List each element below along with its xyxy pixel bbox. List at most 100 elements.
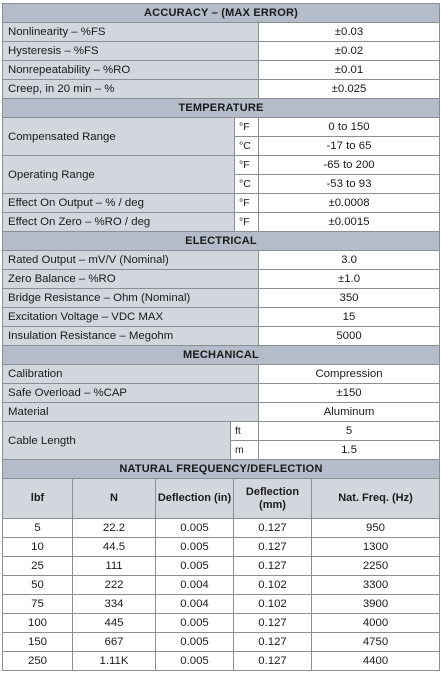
spec-value: 350 xyxy=(259,289,440,308)
unit-label: °F xyxy=(235,118,259,137)
cell-nat-freq: 2250 xyxy=(312,557,440,576)
spec-value: -53 to 93 xyxy=(259,175,440,194)
spec-value: ±150 xyxy=(259,384,440,403)
spec-label: Bridge Resistance – Ohm (Nominal) xyxy=(3,289,259,308)
temperature-row: Effect On Output – % / deg °F ±0.0008 xyxy=(3,194,440,213)
cell-deflection-in: 0.005 xyxy=(156,519,234,538)
spec-label: Hysteresis – %FS xyxy=(3,42,259,61)
cell-nat-freq: 4400 xyxy=(312,652,440,671)
cable-length-group: Cable Length ft 5 m 1.5 xyxy=(3,422,440,460)
table-row: 10 44.5 0.005 0.127 1300 xyxy=(3,538,440,557)
unit-label: °F xyxy=(235,194,259,213)
spec-sheet: ACCURACY – (MAX ERROR) Nonlinearity – %F… xyxy=(2,3,440,671)
table-row: 5 22.2 0.005 0.127 950 xyxy=(3,519,440,538)
temperature-header-row: TEMPERATURE xyxy=(3,99,440,118)
accuracy-row: Hysteresis – %FS ±0.02 xyxy=(3,42,440,61)
electrical-row: Rated Output – mV/V (Nominal) 3.0 xyxy=(3,251,440,270)
accuracy-header: ACCURACY – (MAX ERROR) xyxy=(3,4,440,23)
spec-value: 0 to 150 xyxy=(259,118,440,137)
column-header-lbf: lbf xyxy=(3,479,73,519)
spec-label: Effect On Zero – %RO / deg xyxy=(3,213,235,232)
cell-n: 222 xyxy=(73,576,156,595)
accuracy-row: Creep, in 20 min – % ±0.025 xyxy=(3,80,440,99)
cell-nat-freq: 3300 xyxy=(312,576,440,595)
spec-label: Zero Balance – %RO xyxy=(3,270,259,289)
table-row: 100 445 0.005 0.127 4000 xyxy=(3,614,440,633)
cell-deflection-mm: 0.127 xyxy=(234,652,312,671)
cell-deflection-mm: 0.127 xyxy=(234,538,312,557)
cell-n: 22.2 xyxy=(73,519,156,538)
spec-value: ±0.03 xyxy=(259,23,440,42)
cell-lbf: 100 xyxy=(3,614,73,633)
cell-lbf: 75 xyxy=(3,595,73,614)
electrical-row: Zero Balance – %RO ±1.0 xyxy=(3,270,440,289)
electrical-row: Insulation Resistance – Megohm 5000 xyxy=(3,327,440,346)
spec-label: Creep, in 20 min – % xyxy=(3,80,259,99)
cell-deflection-in: 0.005 xyxy=(156,538,234,557)
cell-deflection-mm: 0.127 xyxy=(234,557,312,576)
spec-value: -65 to 200 xyxy=(259,156,440,175)
cell-lbf: 50 xyxy=(3,576,73,595)
spec-label: Calibration xyxy=(3,365,259,384)
cell-lbf: 250 xyxy=(3,652,73,671)
cell-nat-freq: 4000 xyxy=(312,614,440,633)
spec-label: Compensated Range xyxy=(3,118,235,156)
cell-deflection-in: 0.004 xyxy=(156,595,234,614)
spec-value: ±0.025 xyxy=(259,80,440,99)
cell-deflection-in: 0.005 xyxy=(156,557,234,576)
spec-value: ±0.0015 xyxy=(259,213,440,232)
spec-value: Compression xyxy=(259,365,440,384)
spec-label: Cable Length xyxy=(3,422,231,460)
column-header-nat-freq: Nat. Freq. (Hz) xyxy=(312,479,440,519)
cell-deflection-in: 0.005 xyxy=(156,652,234,671)
accuracy-row: Nonlinearity – %FS ±0.03 xyxy=(3,23,440,42)
unit-label: °C xyxy=(235,175,259,194)
mechanical-row: Safe Overload – %CAP ±150 xyxy=(3,384,440,403)
table-row: 50 222 0.004 0.102 3300 xyxy=(3,576,440,595)
accuracy-header-row: ACCURACY – (MAX ERROR) xyxy=(3,4,440,23)
spec-value: Aluminum xyxy=(259,403,440,422)
spec-label: Effect On Output – % / deg xyxy=(3,194,235,213)
spec-value: -17 to 65 xyxy=(259,137,440,156)
cell-deflection-mm: 0.127 xyxy=(234,519,312,538)
spec-label: Insulation Resistance – Megohm xyxy=(3,327,259,346)
electrical-header-row: ELECTRICAL xyxy=(3,232,440,251)
cell-n: 667 xyxy=(73,633,156,652)
table-row: 250 1.11K 0.005 0.127 4400 xyxy=(3,652,440,671)
cell-deflection-in: 0.004 xyxy=(156,576,234,595)
table-row: 25 111 0.005 0.127 2250 xyxy=(3,557,440,576)
frequency-column-headers: lbf N Deflection (in) Deflection (mm) Na… xyxy=(3,479,440,519)
cell-nat-freq: 950 xyxy=(312,519,440,538)
cell-deflection-mm: 0.127 xyxy=(234,614,312,633)
cell-deflection-mm: 0.127 xyxy=(234,633,312,652)
cell-deflection-mm: 0.102 xyxy=(234,576,312,595)
temperature-row: Effect On Zero – %RO / deg °F ±0.0015 xyxy=(3,213,440,232)
mechanical-header-row: MECHANICAL xyxy=(3,346,440,365)
spec-value: ±1.0 xyxy=(259,270,440,289)
cell-nat-freq: 1300 xyxy=(312,538,440,557)
spec-label: Nonlinearity – %FS xyxy=(3,23,259,42)
electrical-row: Bridge Resistance – Ohm (Nominal) 350 xyxy=(3,289,440,308)
operating-range-group: Operating Range °F -65 to 200 °C -53 to … xyxy=(3,156,440,194)
spec-value: ±0.01 xyxy=(259,61,440,80)
spec-label: Rated Output – mV/V (Nominal) xyxy=(3,251,259,270)
frequency-header: NATURAL FREQUENCY/DEFLECTION xyxy=(3,460,440,479)
unit-label: m xyxy=(231,441,259,460)
cell-deflection-in: 0.005 xyxy=(156,614,234,633)
cell-n: 44.5 xyxy=(73,538,156,557)
cell-n: 445 xyxy=(73,614,156,633)
cell-n: 111 xyxy=(73,557,156,576)
spec-value: ±0.0008 xyxy=(259,194,440,213)
spec-value: ±0.02 xyxy=(259,42,440,61)
cell-lbf: 5 xyxy=(3,519,73,538)
mechanical-row: Calibration Compression xyxy=(3,365,440,384)
spec-value: 5000 xyxy=(259,327,440,346)
unit-label: °F xyxy=(235,213,259,232)
unit-label: °C xyxy=(235,137,259,156)
cell-deflection-mm: 0.102 xyxy=(234,595,312,614)
cell-n: 334 xyxy=(73,595,156,614)
cell-deflection-in: 0.005 xyxy=(156,633,234,652)
table-row: 150 667 0.005 0.127 4750 xyxy=(3,633,440,652)
cell-lbf: 150 xyxy=(3,633,73,652)
spec-label: Nonrepeatability – %RO xyxy=(3,61,259,80)
